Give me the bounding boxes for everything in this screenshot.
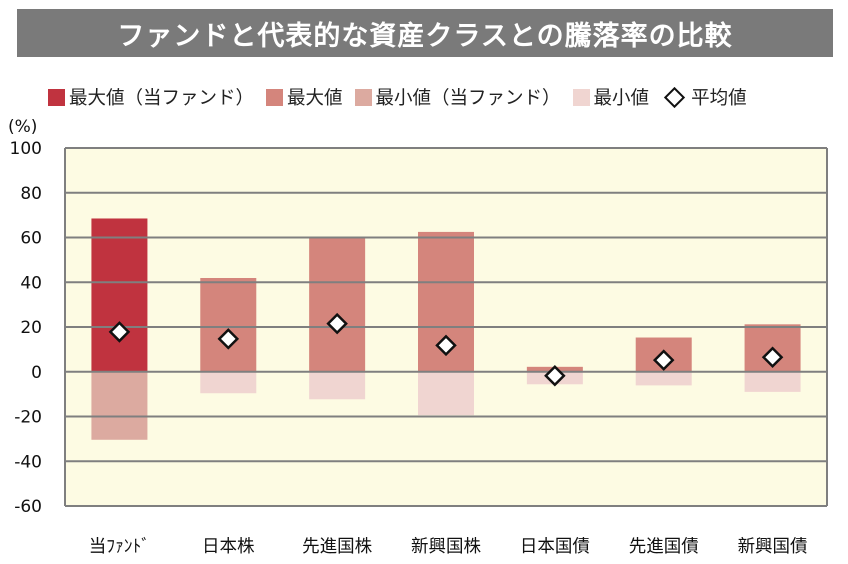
avg-marker-2 [326, 312, 348, 335]
legend-label-min-fund: 最小値（当ファンド） [375, 88, 561, 109]
chart-title-text: ファンドと代表的な資産クラスとの騰落率の比較 [117, 20, 733, 52]
bar-min-0 [91, 371, 148, 440]
legend-item-max: 最大値 [266, 84, 343, 110]
legend-label-max: 最大値 [287, 88, 343, 109]
legend-label-min: 最小値 [593, 88, 650, 109]
legend-item-max-fund: 最大値（当ファンド） [48, 84, 254, 110]
x-category-label-2: 先進国株 [302, 537, 372, 557]
x-category-label-3: 新興国株 [411, 537, 481, 557]
x-category-label-4: 日本国債 [520, 537, 590, 557]
avg-marker-0 [108, 321, 131, 343]
legend-label-max-fund: 最大値（当ファンド） [69, 88, 255, 109]
x-category-label-1: 日本株 [202, 537, 255, 557]
legend-item-min: 最小値 [572, 84, 650, 110]
bar-min-1 [200, 371, 257, 394]
y-tick-label-4: 20 [20, 318, 42, 338]
legend-swatch-min-fund [354, 88, 372, 106]
chart-legend: 最大値（当ファンド） 最大値 最小値（当ファンド） 最小値 平均値 [48, 82, 759, 112]
x-category-label-6: 新興国債 [738, 537, 808, 557]
avg-marker-5 [652, 349, 675, 371]
y-tick-label-5: 0 [31, 363, 42, 383]
bar-min-2 [309, 371, 366, 400]
chart-title: ファンドと代表的な資産クラスとの騰落率の比較 [17, 9, 833, 57]
legend-label-avg: 平均値 [691, 88, 747, 109]
legend-item-min-fund: 最小値（当ファンド） [354, 84, 561, 110]
y-tick-label-7: -40 [14, 452, 42, 472]
legend-item-avg: 平均値 [661, 84, 747, 110]
x-category-label-0: 当ﾌｧﾝﾄﾞ [89, 537, 150, 557]
y-axis-unit-label: (%) [8, 117, 37, 137]
legend-swatch-min [572, 88, 590, 106]
legend-swatch-max [266, 88, 284, 106]
y-tick-label-0: 100 [10, 139, 42, 159]
y-tick-label-1: 80 [20, 184, 42, 204]
y-tick-label-8: -60 [14, 497, 42, 517]
bar-max-0 [91, 218, 148, 372]
bar-min-6 [744, 371, 801, 392]
y-tick-label-6: -20 [14, 408, 42, 428]
bar-max-1 [200, 277, 257, 372]
avg-marker-1 [217, 328, 240, 350]
y-tick-label-2: 60 [20, 229, 42, 249]
avg-marker-4 [544, 365, 566, 387]
legend-swatch-max-fund [48, 88, 65, 106]
avg-marker-3 [435, 334, 457, 357]
bar-max-2 [309, 237, 366, 372]
y-tick-label-3: 40 [20, 273, 42, 293]
bar-min-3 [418, 371, 474, 416]
bar-min-5 [635, 371, 692, 386]
x-category-label-5: 先進国債 [629, 537, 699, 557]
avg-marker-6 [761, 346, 784, 368]
